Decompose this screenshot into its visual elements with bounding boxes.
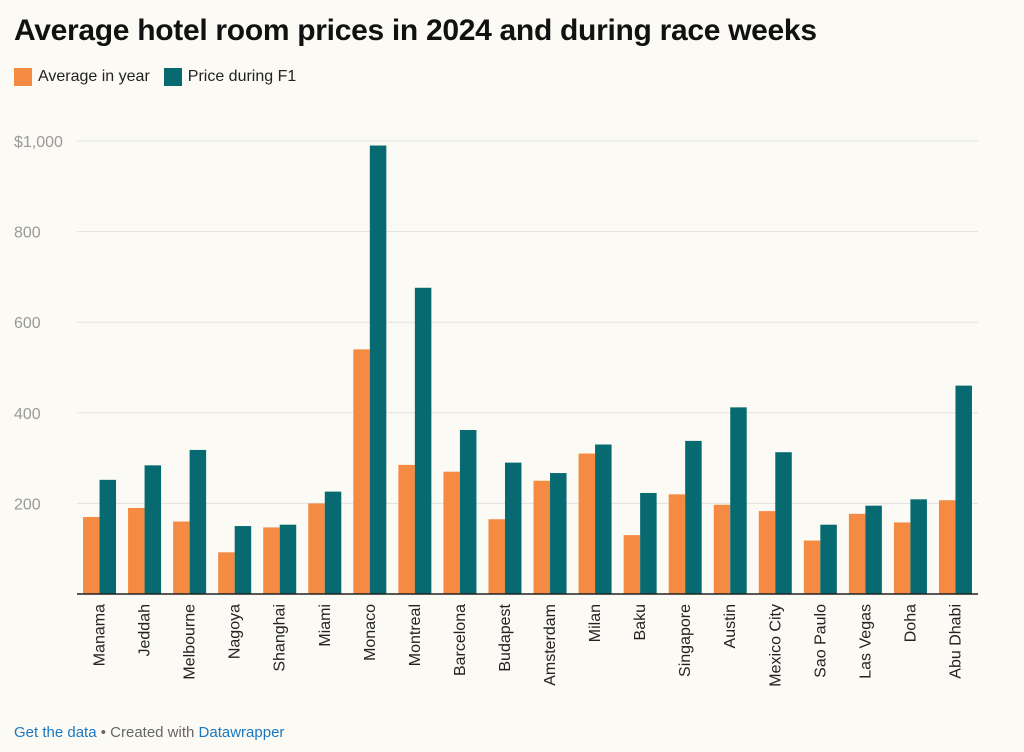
x-tick-label: Monaco — [362, 604, 379, 661]
x-tick-label: Nagoya — [227, 604, 244, 659]
x-tick-label: Doha — [902, 604, 919, 642]
legend-swatch-average — [14, 68, 32, 86]
chart-title: Average hotel room prices in 2024 and du… — [14, 14, 817, 47]
bar-f1 — [550, 473, 567, 594]
bar-f1 — [504, 462, 522, 594]
bar-f1 — [865, 505, 882, 594]
bar-average — [848, 513, 866, 594]
bar-f1 — [414, 287, 432, 594]
bar-average — [893, 522, 911, 594]
bar-f1 — [144, 465, 162, 594]
bar-f1 — [369, 145, 387, 594]
bar-average — [443, 471, 460, 594]
legend-label-f1: Price during F1 — [187, 68, 297, 85]
bar-average — [488, 519, 505, 594]
bar-f1 — [234, 526, 252, 594]
bar-average — [263, 527, 280, 594]
bar-f1 — [685, 440, 702, 594]
x-tick-label: Amsterdam — [542, 604, 559, 686]
x-tick-label: Milan — [587, 604, 604, 642]
bar-average — [173, 521, 190, 594]
bar-chart: 200 400 600 800 $1,000 Manama Jeddah Melbourne N… — [14, 134, 978, 687]
x-tick-label: Sao Paulo — [812, 604, 829, 678]
x-tick-label: Miami — [317, 604, 334, 647]
x-tick-label: Jeddah — [137, 604, 154, 657]
bar-f1 — [910, 499, 927, 594]
bar-f1 — [730, 407, 747, 594]
footer-separator: • Created with — [96, 724, 199, 741]
legend-item-f1: Price during F1 — [163, 68, 297, 86]
x-tick-label: Montreal — [407, 604, 424, 666]
x-tick-label: Barcelona — [452, 604, 469, 676]
bar-f1 — [640, 492, 657, 594]
footer: Get the data • Created with Datawrapper — [14, 724, 284, 741]
legend: Average in year Price during F1 — [14, 68, 310, 86]
x-tick-label: Singapore — [677, 604, 694, 677]
bar-average — [623, 535, 641, 594]
bar-average — [128, 507, 145, 594]
datawrapper-link[interactable]: Datawrapper — [198, 724, 285, 741]
legend-label-average: Average in year — [38, 68, 150, 85]
bar-f1 — [820, 524, 837, 594]
bar-average — [713, 504, 731, 594]
x-tick-label: Shanghai — [272, 604, 289, 672]
x-tick-label: Austin — [722, 604, 739, 648]
y-tick-label: $1,000 — [14, 134, 63, 151]
bar-f1 — [99, 479, 117, 594]
y-tick-label: 400 — [14, 406, 41, 423]
bar-average — [353, 349, 370, 594]
x-tick-label: Las Vegas — [857, 604, 874, 679]
bar-average — [758, 511, 776, 594]
bar-average — [578, 453, 596, 594]
bar-f1 — [189, 449, 207, 594]
bar-average — [803, 540, 821, 594]
bar-f1 — [955, 385, 972, 594]
bar-f1 — [279, 524, 297, 594]
bar-average — [668, 494, 686, 594]
x-tick-label: Baku — [632, 604, 649, 640]
bar-f1 — [595, 444, 612, 594]
x-tick-label: Melbourne — [182, 604, 199, 680]
bar-average — [308, 503, 325, 594]
x-tick-label: Budapest — [497, 603, 514, 671]
bar-average — [83, 516, 100, 594]
bar-f1 — [324, 491, 342, 594]
bar-average — [938, 500, 956, 594]
bar-f1 — [459, 430, 477, 594]
bar-average — [533, 480, 551, 594]
legend-item-average: Average in year — [14, 68, 150, 86]
y-tick-label: 200 — [14, 496, 41, 513]
y-tick-label: 800 — [14, 225, 41, 242]
legend-swatch-f1 — [163, 68, 182, 86]
bar-f1 — [775, 452, 792, 594]
bar-average — [218, 552, 235, 594]
bar-average — [398, 464, 415, 594]
get-data-link[interactable]: Get the data — [14, 724, 97, 741]
x-tick-label: Manama — [92, 604, 109, 666]
y-tick-label: 600 — [14, 315, 41, 332]
x-tick-label: Mexico City — [767, 604, 784, 687]
x-tick-label: Abu Dhabi — [947, 604, 964, 679]
